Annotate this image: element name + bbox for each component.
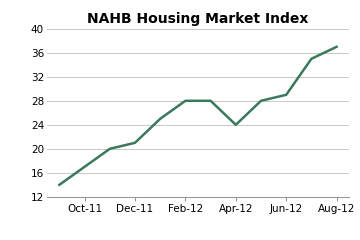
Title: NAHB Housing Market Index: NAHB Housing Market Index (87, 12, 309, 26)
